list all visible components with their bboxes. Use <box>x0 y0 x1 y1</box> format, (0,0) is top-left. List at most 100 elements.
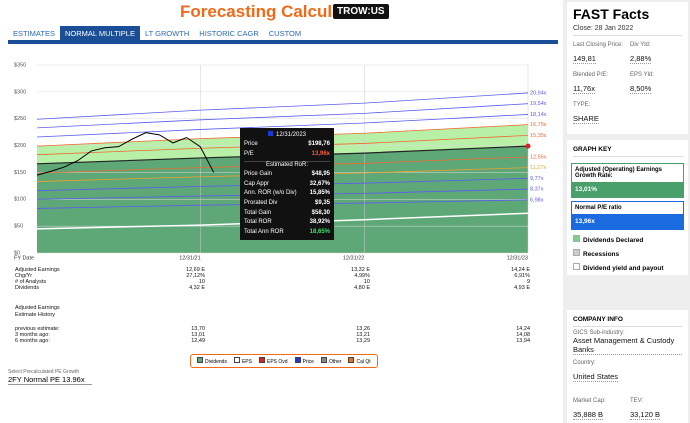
pe-label: 12,56x <box>530 154 547 160</box>
fact: TYPE: SHARE <box>573 102 625 126</box>
row-label: Prorated Div <box>244 199 278 206</box>
y-tick-label: $250 <box>14 116 26 122</box>
fact: Last Closing Price: 149,81 <box>573 42 625 66</box>
fact-value: 11,76x <box>573 84 595 94</box>
fact-label: EPS Yld: <box>630 72 654 78</box>
tab[interactable]: NORMAL MULTIPLE <box>59 26 140 41</box>
pe-line <box>36 92 529 120</box>
key-value: 13,96x <box>572 214 683 229</box>
page-title: Forecasting Calculators <box>180 2 374 21</box>
cap-value: 33,120 B <box>630 410 661 420</box>
fact-value: SHARE <box>573 114 599 124</box>
tooltip-row: Cap Appr 32,67% <box>244 180 330 190</box>
row-value: $48,95 <box>311 171 330 178</box>
row-value: 13,01 <box>191 332 205 338</box>
company-title: COMPANY INFO <box>573 316 682 327</box>
row-value: $9,35 <box>314 199 330 206</box>
legend-label: Cal Qt <box>356 359 371 365</box>
tabs: ESTIMATES NORMAL MULTIPLE LT GROWTH HISTORI… <box>8 26 306 41</box>
row-value: 32,67% <box>309 180 330 187</box>
pe-label: 9,77x <box>530 176 544 182</box>
pe-label: 18,14x <box>530 112 547 118</box>
company-value: Asset Management & Custody Banks <box>573 336 682 355</box>
graph-key-card: GRAPH KEY Adjusted (Operating) Earnings G… <box>567 140 688 275</box>
row-label: Adjusted Earnings <box>15 267 60 273</box>
legend-item[interactable]: Other <box>320 357 342 365</box>
tab[interactable]: LT GROWTH <box>144 29 190 38</box>
row-label: P/E <box>244 150 254 157</box>
pe-label: 16,75x <box>530 122 547 128</box>
row-value: 15,85% <box>309 190 330 197</box>
y-tick-label: $50 <box>14 224 23 230</box>
key-label: Dividend yield and payout <box>583 265 664 272</box>
row-label: Total Ann ROR <box>244 228 284 235</box>
fact: Blended P/E: 11,76x <box>573 72 625 96</box>
tab[interactable]: CUSTOM <box>268 29 302 38</box>
row-label: Total ROR <box>244 219 272 226</box>
key-label: Normal P/E ratio <box>575 205 622 211</box>
row-value: 13,96x <box>311 150 330 157</box>
tooltip-row: Total Gain $58,30 <box>244 209 330 219</box>
pe-label: 15,35x <box>530 133 547 139</box>
cap-value: 35,888 B <box>573 410 604 420</box>
row-value: 14,08 <box>516 332 530 338</box>
y-tick-label: $150 <box>14 170 26 176</box>
row-value: 6,91% <box>514 273 530 279</box>
select-value[interactable]: 2FY Normal PE 13.96x <box>8 375 85 384</box>
key-label: Recessions <box>583 251 620 258</box>
legend-label: Other <box>328 359 342 365</box>
row-value: 13,32 E <box>351 267 370 273</box>
graph-key-title: GRAPH KEY <box>573 146 684 157</box>
fact-label: Blended P/E: <box>573 72 609 78</box>
company-label: GICS Sub-industry: <box>573 330 625 336</box>
fy-label: FY Date <box>14 255 34 260</box>
row-value: 4,32 E <box>189 285 205 291</box>
key-label: Dividends Declared <box>583 237 644 244</box>
legend-swatch <box>258 357 265 363</box>
key-item: Dividend yield and payout <box>573 263 684 272</box>
legend-item[interactable]: Price <box>294 357 314 365</box>
row-value: $198,76 <box>308 141 330 147</box>
cap: Market Cap: 35,888 B <box>573 398 625 422</box>
row-label: 6 months ago: <box>15 338 50 344</box>
legend-item[interactable]: Dividends <box>197 357 227 365</box>
tab-bar <box>8 40 558 44</box>
ticker: TROW:US <box>333 4 389 19</box>
row-value: 4,99% <box>354 273 370 279</box>
key-box: Normal P/E ratio 13,96x <box>571 201 684 230</box>
tooltip-row: Ann. ROR (w/o Div) 15,85% <box>244 189 330 199</box>
row-value: 10 <box>198 279 205 285</box>
pe-select[interactable]: Select Precalculated PE Growth 2FY Norma… <box>8 369 92 385</box>
row-label: 3 months ago: <box>15 332 50 338</box>
legend-swatch <box>348 357 355 363</box>
row-label: previous estimate: <box>15 326 60 332</box>
tab[interactable]: ESTIMATES <box>13 29 55 38</box>
row-value: 13,26 <box>356 326 370 332</box>
pe-label: 20,94x <box>530 90 547 96</box>
legend-label: EPS <box>241 359 252 365</box>
fact-value: 2,88% <box>630 54 652 64</box>
row-label: Price <box>244 141 258 147</box>
legend: Dividends EPS EPS Ovd Price Other Cal Qt <box>190 354 378 368</box>
row-value: 10 <box>363 279 370 285</box>
y-tick-label: $300 <box>14 89 26 95</box>
pe-label: 11,17x <box>530 165 546 171</box>
facts-title: FAST Facts <box>573 6 650 22</box>
tab[interactable]: HISTORIC CAGR <box>199 29 259 38</box>
legend-item[interactable]: Cal Qt <box>348 357 371 365</box>
key-value: 13,01% <box>572 182 683 197</box>
tooltip-row: Price $198,76 <box>244 140 330 150</box>
x-tick-label: 12/31/21 <box>179 255 200 260</box>
row-label: Total Gain <box>244 209 272 216</box>
legend-item[interactable]: EPS Ovd <box>258 357 288 365</box>
row-label: Cap Appr <box>244 180 270 187</box>
key-item: Recessions <box>573 249 684 258</box>
row-label: Dividends <box>15 285 40 291</box>
legend-item[interactable]: EPS <box>233 357 252 365</box>
row-value: 38,92% <box>309 219 330 226</box>
tooltip-date: 12/31/2023 <box>244 131 330 138</box>
pe-label: 19,54x <box>530 101 547 107</box>
key-swatch <box>573 235 580 242</box>
tooltip: 12/31/2023 Price $198,76 P/E 13,96x Estimated… <box>240 128 334 241</box>
row-label: Ann. ROR (w/o Div) <box>244 190 297 197</box>
